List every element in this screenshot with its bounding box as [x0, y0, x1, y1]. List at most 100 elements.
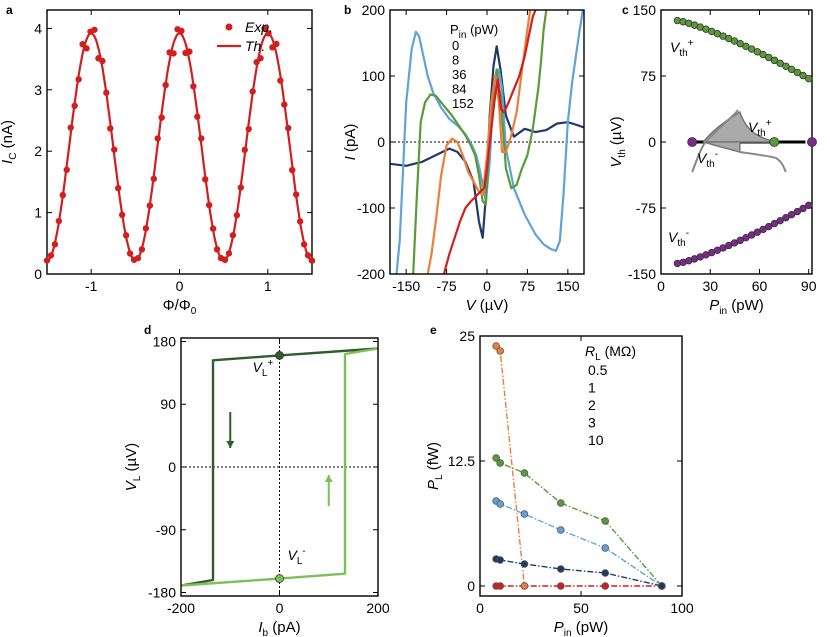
point-rl-0.5	[601, 582, 610, 590]
exp-data-point	[43, 257, 51, 264]
x-tick-label: 30	[702, 278, 718, 294]
exp-data-point	[273, 40, 280, 48]
exp-data-point	[292, 191, 300, 198]
exp-data-point	[261, 25, 268, 32]
exp-data-point	[225, 250, 233, 257]
x-axis-label: Pin (pW)	[709, 297, 763, 317]
point-rl-0.5	[556, 582, 565, 590]
panel-a-chart: -1 0 1 0 1 2 3 4 Φ/Φ0 IC (nA) Exp. Th.	[0, 9, 316, 317]
exp-data-point	[241, 146, 248, 154]
legend-title: RL (MΩ)	[585, 343, 636, 363]
y-tick-label: 0	[34, 266, 42, 282]
exp-data-point	[134, 254, 142, 262]
point-rl-10	[657, 582, 666, 590]
legend-entry-0: 0	[452, 38, 459, 53]
point-V_th-	[765, 222, 773, 231]
theory-curve	[46, 32, 313, 262]
panel-label-d: d	[144, 323, 151, 337]
y-tick-label: -100	[357, 200, 385, 216]
x-tick-label: 0	[483, 278, 491, 294]
legend-label-th: Th.	[245, 38, 265, 54]
exp-data-point	[178, 27, 185, 35]
exp-data-point	[91, 26, 98, 33]
exp-data-point	[308, 257, 316, 264]
y-tick-label: 1	[34, 205, 42, 221]
panel-label-c: c	[622, 3, 629, 17]
x-axis-label: Ib (pA)	[258, 619, 300, 637]
x-tick-label: -150	[392, 278, 420, 294]
exp-data-point	[233, 212, 241, 219]
exp-data-point	[51, 241, 59, 248]
exp-data-point	[253, 58, 260, 66]
point-rl-10	[556, 565, 565, 573]
arrow-down-head	[226, 441, 235, 448]
exp-data-point	[142, 225, 150, 232]
point-V_th-	[753, 228, 762, 236]
exp-data-point	[150, 175, 157, 183]
exp-data-point	[281, 101, 288, 108]
vth-label: Vth-	[697, 149, 718, 170]
point-rl-3	[601, 544, 610, 552]
exp-data-point	[202, 176, 209, 183]
exp-data-point	[237, 184, 245, 191]
panel-label-b: b	[344, 3, 351, 17]
exp-data-point	[213, 246, 221, 253]
inset-arc-right	[739, 151, 787, 173]
x-axis-label: V (µV)	[466, 297, 509, 314]
curve-pin-84	[426, 10, 532, 274]
legend-entry-3: 3	[588, 415, 596, 431]
x-tick-label: 0	[657, 278, 665, 294]
exp-data-point	[75, 76, 82, 83]
exp-data-point	[71, 102, 78, 109]
exp-data-point	[118, 211, 126, 219]
vth-label: Vth+	[748, 118, 772, 139]
point-V_th+	[765, 53, 773, 62]
x-tick-label: -1	[85, 278, 98, 294]
curve-pin-8	[395, 10, 584, 274]
inset-dot-minus	[687, 137, 698, 147]
legend-entry-152: 152	[452, 96, 474, 111]
y-axis-label: I (pA)	[342, 124, 359, 161]
y-tick-label: 75	[640, 68, 656, 84]
exp-data-point	[304, 252, 312, 259]
y-axis-label: IC (nA)	[0, 120, 19, 164]
vl-minus-label: VL-	[288, 546, 306, 567]
inset-lobe-lower	[703, 141, 741, 154]
point-V_th-	[787, 210, 796, 219]
x-tick-label: -200	[167, 600, 195, 616]
point-V_th-	[770, 219, 779, 228]
exp-data-point	[289, 166, 296, 174]
legend-marker-exp	[225, 23, 233, 31]
curve-pin-0	[390, 45, 584, 239]
y-tick-label: 0	[648, 134, 656, 150]
y-tick-label: 0	[168, 459, 176, 475]
y-tick-label: 2	[34, 143, 42, 159]
exp-data-point	[221, 256, 229, 264]
point-rl-3	[556, 526, 565, 534]
exp-data-point	[79, 41, 86, 48]
x-tick-label: 0	[276, 600, 284, 616]
x-axis-label: Φ/Φ0	[163, 297, 197, 317]
panel-d-chart: -200 0 200 180 90 0 -90 -180 Ib (pA) VL (µV) VL+ VL…	[123, 333, 390, 637]
point-V_th+	[787, 65, 796, 74]
exp-data-point	[114, 184, 122, 192]
point-rl-2	[556, 499, 565, 507]
point-rl-2	[520, 469, 529, 477]
inset-arc-left	[691, 109, 739, 173]
x-tick-label: 1	[264, 278, 272, 294]
exp-data-point	[107, 125, 114, 132]
exp-data-point	[99, 57, 106, 65]
point-V_th+	[793, 68, 801, 77]
vth-label: Vth+	[670, 38, 694, 59]
exp-data-point	[190, 83, 197, 90]
exp-data-point	[162, 81, 169, 89]
y-tick-label: -90	[156, 522, 176, 538]
point-V_th-	[805, 201, 813, 210]
point-rl-10	[601, 569, 610, 577]
x-tick-label: 60	[752, 278, 768, 294]
point-rl-2	[492, 454, 500, 462]
legend-entry-84: 84	[452, 82, 466, 97]
legend-entry-0.5: 0.5	[588, 362, 608, 378]
legend-entry-1: 1	[588, 380, 596, 396]
exp-data-point	[103, 89, 110, 96]
